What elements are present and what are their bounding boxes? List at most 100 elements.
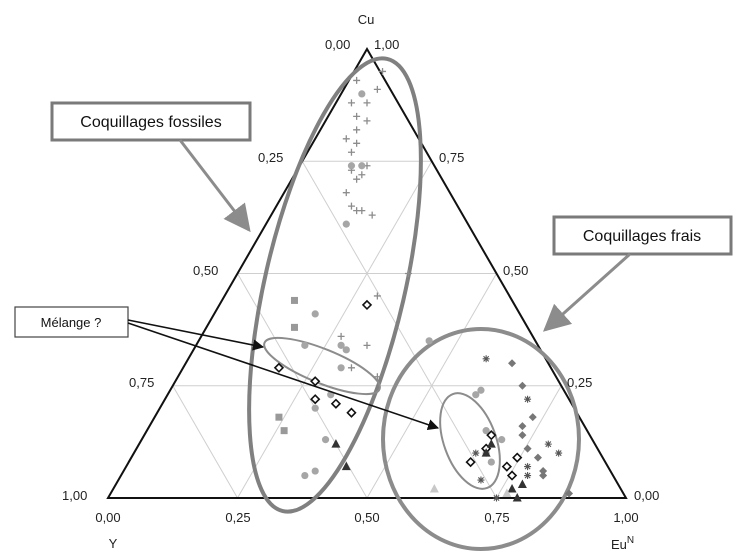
mix-label: Mélange ? bbox=[41, 315, 102, 330]
data-point-circle-1-11 bbox=[321, 436, 330, 444]
fossil-label: Coquillages fossiles bbox=[80, 114, 221, 131]
fresh-label: Coquillages frais bbox=[583, 228, 701, 245]
data-point-diamond-open-3-9 bbox=[501, 461, 512, 472]
data-point-plus-0-8 bbox=[342, 135, 350, 143]
corner-label-cu: Cu bbox=[358, 12, 375, 27]
fresh-ellipse bbox=[381, 327, 581, 551]
top-tick-left: 0,00 bbox=[325, 37, 350, 52]
data-point-diamond-4-4 bbox=[518, 431, 527, 440]
data-point-diamond-open-3-4 bbox=[330, 398, 342, 409]
data-point-triangle-6-0 bbox=[331, 439, 341, 448]
data-point-plus-0-7 bbox=[353, 126, 361, 134]
right-tick-000: 0,00 bbox=[634, 488, 659, 503]
data-point-circle-1-6 bbox=[337, 341, 345, 349]
data-point-square-2-3 bbox=[280, 427, 288, 435]
data-points bbox=[273, 67, 574, 502]
data-point-plus-0-25 bbox=[373, 373, 381, 381]
data-point-circle-1-2 bbox=[347, 162, 356, 170]
data-point-diamond-4-1 bbox=[508, 359, 517, 368]
mix-ellipse-right bbox=[439, 392, 501, 490]
data-point-plus-0-0 bbox=[379, 67, 387, 75]
data-point-diamond-4-0 bbox=[518, 381, 527, 390]
data-point-circle-1-17 bbox=[482, 427, 490, 435]
data-point-plus-0-24 bbox=[347, 364, 355, 372]
right-tick-050: 0,50 bbox=[503, 263, 528, 278]
data-point-circle-1-10 bbox=[311, 404, 319, 412]
corner-label-eu: EuN bbox=[611, 535, 634, 552]
data-point-circle-1-18 bbox=[487, 458, 495, 466]
corner-label-y: Y bbox=[109, 536, 118, 551]
ternary-frame bbox=[106, 46, 628, 499]
data-point-circle-1-16 bbox=[472, 391, 480, 399]
data-point-plus-0-1 bbox=[353, 76, 361, 84]
data-point-plus-0-19 bbox=[368, 211, 376, 219]
data-point-triangle-7-0 bbox=[429, 484, 439, 493]
grid-line-a-0 bbox=[172, 385, 238, 499]
data-point-triangle-6-3 bbox=[481, 448, 491, 457]
grid-line-b-2 bbox=[237, 161, 433, 499]
data-point-diamond-4-9 bbox=[523, 444, 532, 453]
data-point-asterisk-5-1 bbox=[524, 395, 532, 403]
data-point-triangle-6-4 bbox=[507, 484, 517, 493]
data-point-plus-0-15 bbox=[342, 189, 350, 197]
data-point-asterisk-5-6 bbox=[493, 494, 500, 502]
data-point-diamond-open-3-3 bbox=[310, 394, 321, 405]
bottom-tick-025: 0,25 bbox=[225, 510, 250, 525]
right-tick-075: 0,75 bbox=[439, 150, 464, 165]
data-point-circle-1-8 bbox=[337, 364, 345, 372]
data-point-plus-0-18 bbox=[358, 207, 366, 215]
data-point-diamond-4-7 bbox=[539, 467, 548, 476]
data-point-plus-0-6 bbox=[363, 117, 371, 125]
right-tick-025: 0,25 bbox=[567, 375, 592, 390]
data-point-plus-0-9 bbox=[353, 139, 361, 147]
annotations: Coquillages fossiles Coquillages frais M… bbox=[14, 101, 733, 431]
data-point-plus-0-2 bbox=[373, 85, 381, 93]
data-point-diamond-open-3-1 bbox=[273, 362, 285, 373]
left-tick-100: 1,00 bbox=[62, 488, 87, 503]
data-point-plus-0-21 bbox=[373, 292, 381, 300]
bottom-tick-050: 0,50 bbox=[354, 510, 379, 525]
data-point-diamond-open-3-2 bbox=[310, 376, 321, 387]
data-point-diamond-4-6 bbox=[539, 471, 548, 480]
data-point-diamond-4-3 bbox=[518, 422, 527, 431]
data-point-diamond-open-3-10 bbox=[512, 452, 523, 463]
data-point-diamond-4-5 bbox=[533, 453, 542, 462]
data-point-circle-1-19 bbox=[498, 436, 506, 444]
data-point-circle-1-0 bbox=[358, 90, 366, 98]
data-point-plus-0-20 bbox=[404, 270, 412, 277]
data-point-diamond-open-3-0 bbox=[361, 299, 373, 311]
data-point-diamond-open-3-11 bbox=[506, 470, 518, 481]
data-point-plus-0-10 bbox=[347, 148, 355, 156]
top-tick-right: 1,00 bbox=[374, 37, 399, 52]
data-point-circle-1-1 bbox=[358, 162, 366, 170]
mix-arrow-left bbox=[127, 319, 265, 351]
data-point-asterisk-5-5 bbox=[472, 449, 480, 457]
data-point-triangle-6-1 bbox=[341, 461, 351, 471]
data-point-plus-0-22 bbox=[337, 332, 345, 340]
data-point-triangle-6-6 bbox=[512, 493, 522, 502]
data-point-square-2-0 bbox=[290, 296, 298, 304]
corner-label-eu-sup: N bbox=[627, 535, 634, 546]
data-point-asterisk-5-3 bbox=[555, 449, 563, 457]
bottom-tick-100: 1,00 bbox=[613, 510, 638, 525]
data-point-triangle-7-1 bbox=[502, 488, 512, 498]
data-point-asterisk-5-2 bbox=[544, 440, 552, 448]
corner-label-eu-base: Eu bbox=[611, 537, 627, 552]
data-point-circle-1-15 bbox=[477, 386, 485, 394]
data-point-asterisk-5-4 bbox=[524, 463, 532, 471]
data-point-circle-1-14 bbox=[425, 337, 433, 345]
data-point-circle-1-13 bbox=[311, 467, 319, 475]
bottom-tick-075: 0,75 bbox=[484, 510, 509, 525]
axis-labels: Cu Y EuN 0,00 1,00 0,25 0,50 0,75 1,00 0… bbox=[62, 12, 659, 552]
data-point-circle-1-5 bbox=[301, 341, 309, 349]
data-point-plus-0-23 bbox=[363, 341, 371, 349]
data-point-plus-0-3 bbox=[347, 99, 355, 107]
data-point-plus-0-13 bbox=[358, 171, 366, 179]
data-point-diamond-open-3-5 bbox=[346, 407, 357, 418]
data-point-plus-0-16 bbox=[347, 202, 355, 210]
data-point-diamond-4-2 bbox=[528, 413, 537, 422]
mix-arrow-right bbox=[127, 322, 440, 431]
data-point-plus-0-14 bbox=[353, 175, 361, 183]
data-point-plus-0-4 bbox=[363, 99, 371, 107]
